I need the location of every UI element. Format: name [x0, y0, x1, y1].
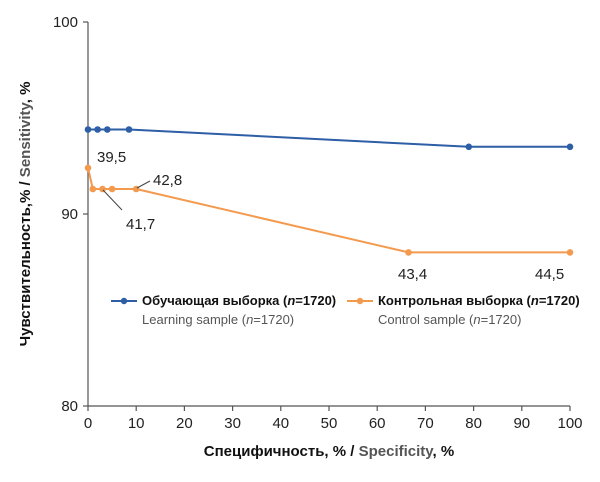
annotation-42-8: 42,8	[153, 172, 182, 189]
annotations: 39,5 42,8 41,7 43,4 44,5	[97, 149, 564, 283]
annotation-44-5: 44,5	[535, 266, 564, 283]
y-tick-label: 100	[53, 14, 78, 31]
x-tick-label: 20	[176, 415, 193, 432]
annotation-pointer-42-8	[136, 180, 151, 189]
legend-marker-learning	[120, 297, 128, 305]
data-point-learning	[84, 126, 92, 133]
legend-item-control: Контрольная выборка (n=1720) Control sam…	[347, 293, 580, 327]
legend-item-learning: Обучающая выборка (n=1720) Learning samp…	[111, 293, 336, 327]
data-point-learning	[566, 143, 574, 151]
x-tick-label: 10	[128, 415, 145, 432]
x-tick-label: 60	[369, 415, 386, 432]
legend: Обучающая выборка (n=1720) Learning samp…	[111, 293, 580, 327]
annotation-39-5: 39,5	[97, 149, 126, 166]
data-point-control	[84, 164, 92, 172]
legend-label-control: Контрольная выборка (n=1720)	[378, 293, 580, 308]
y-axis: 80 90 100	[53, 14, 89, 415]
x-tick-label: 80	[465, 415, 482, 432]
x-axis: 0 10 20 30 40 50 60 70 80 90 100	[84, 405, 583, 432]
annotation-41-7: 41,7	[126, 216, 155, 233]
x-tick-label: 30	[224, 415, 241, 432]
annotation-pointers	[102, 180, 151, 211]
data-point-control	[108, 185, 116, 193]
data-point-control	[405, 249, 412, 256]
x-axis-title: Специфичность, % / Specificity, %	[204, 443, 454, 460]
x-tick-label: 0	[84, 415, 92, 432]
x-tick-label: 70	[417, 415, 434, 432]
y-tick-label: 80	[61, 398, 78, 415]
legend-sublabel-control: Control sample (n=1720)	[378, 312, 521, 327]
x-tick-label: 40	[272, 415, 289, 432]
x-tick-label: 50	[321, 415, 338, 432]
data-point-control	[566, 249, 574, 256]
legend-marker-control	[356, 297, 364, 305]
data-point-control	[89, 185, 97, 193]
annotation-43-4: 43,4	[398, 266, 427, 283]
legend-sublabel-learning: Learning sample (n=1720)	[142, 312, 294, 327]
annotation-pointer-41-7	[102, 189, 123, 211]
legend-label-learning: Обучающая выборка (n=1720)	[142, 293, 336, 308]
y-tick-label: 90	[61, 206, 78, 223]
x-tick-label: 100	[557, 415, 582, 432]
data-point-learning	[104, 126, 111, 133]
y-axis-title: Чувствительность,% / Sensitivity, %	[17, 82, 34, 347]
x-tick-label: 90	[513, 415, 530, 432]
series-line-learning	[88, 128, 570, 148]
data-point-learning	[94, 126, 101, 133]
data-point-learning	[465, 143, 473, 151]
data-point-learning	[125, 126, 133, 133]
